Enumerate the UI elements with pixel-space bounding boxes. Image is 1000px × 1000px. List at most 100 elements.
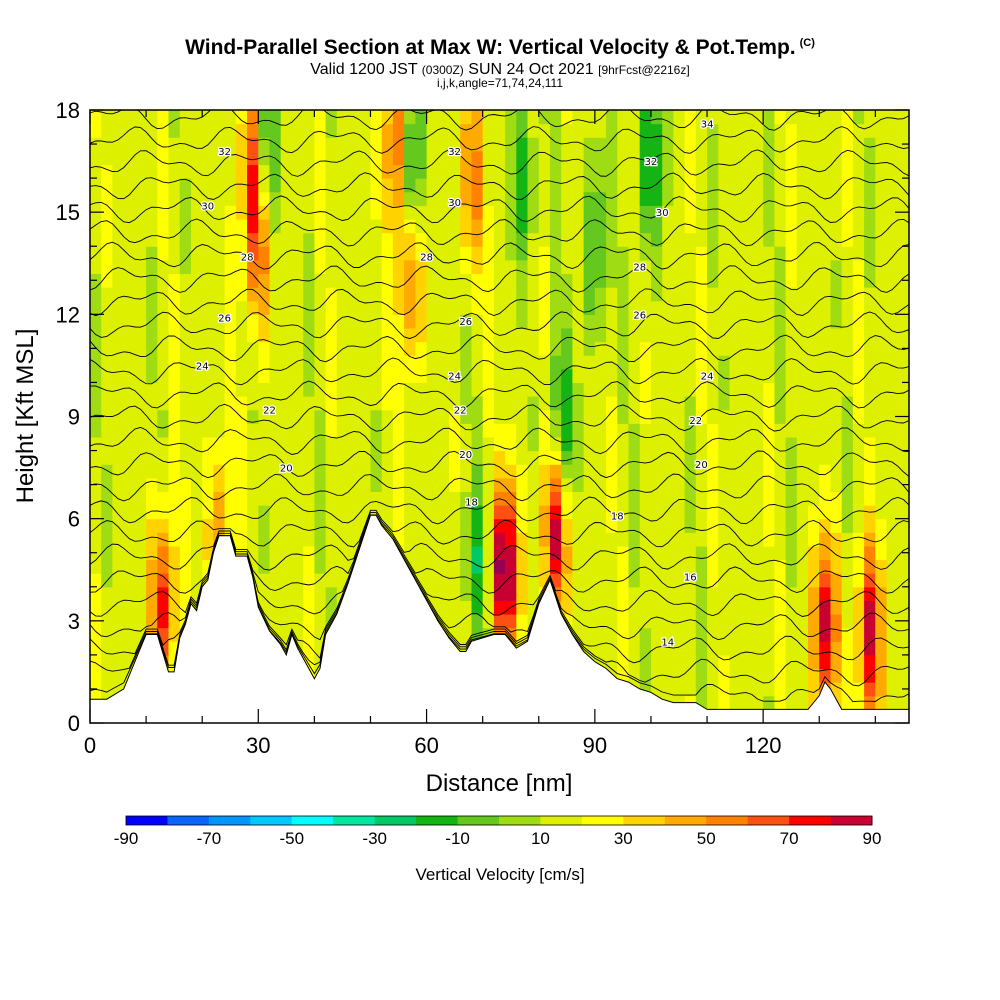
velocity-cell (336, 137, 349, 152)
velocity-cell (785, 559, 798, 574)
velocity-cell (729, 382, 742, 397)
velocity-cell (482, 396, 495, 411)
velocity-cell (561, 573, 573, 588)
velocity-cell (796, 178, 809, 193)
velocity-cell (134, 137, 147, 152)
valid-time-line: Valid 1200 JST (0300Z) SUN 24 Oct 2021 [… (0, 61, 1000, 79)
velocity-cell (841, 137, 854, 152)
velocity-cell (471, 423, 484, 438)
velocity-cell (852, 300, 865, 315)
velocity-cell (561, 205, 573, 220)
velocity-cell (482, 150, 495, 166)
velocity-cell (527, 464, 540, 479)
velocity-cell (168, 491, 181, 506)
velocity-cell (258, 110, 271, 125)
velocity-cell (247, 545, 259, 561)
velocity-cell (348, 273, 360, 288)
velocity-cell (134, 382, 147, 397)
velocity-cell (550, 246, 562, 261)
velocity-cell (336, 505, 349, 520)
velocity-cell (392, 110, 405, 125)
velocity-cell (852, 545, 865, 561)
velocity-cell (763, 464, 775, 479)
velocity-cell (617, 178, 630, 193)
velocity-cell (460, 573, 472, 588)
velocity-cell (426, 328, 439, 343)
velocity-cell (808, 123, 820, 138)
velocity-cell (280, 627, 293, 642)
velocity-cell (516, 137, 529, 152)
velocity-cell (336, 178, 349, 193)
velocity-cell (695, 518, 708, 533)
theta-contour-label: 22 (454, 406, 467, 417)
velocity-cell (90, 246, 102, 261)
velocity-cell (606, 450, 618, 465)
velocity-cell (651, 545, 663, 561)
theta-contour-label: 30 (448, 198, 461, 209)
velocity-cell (146, 300, 158, 315)
velocity-cell (157, 137, 170, 152)
velocity-cell (303, 464, 315, 479)
velocity-cell (202, 505, 214, 520)
velocity-cell (426, 314, 439, 329)
velocity-cell (460, 491, 472, 506)
velocity-cell (213, 164, 226, 179)
velocity-cell (437, 396, 450, 411)
velocity-cell (505, 341, 517, 356)
velocity-cell (314, 164, 327, 179)
velocity-cell (179, 232, 192, 247)
velocity-cell (247, 436, 259, 452)
velocity-cell (808, 178, 820, 193)
velocity-cell (179, 491, 192, 506)
velocity-cell (213, 205, 226, 220)
velocity-cell (538, 573, 551, 588)
velocity-cell (258, 314, 271, 329)
velocity-cell (516, 110, 529, 125)
velocity-cell (617, 600, 630, 615)
velocity-cell (291, 573, 304, 588)
velocity-cell (90, 232, 102, 247)
velocity-cell (527, 150, 540, 166)
velocity-cell (763, 450, 775, 465)
velocity-cell (314, 573, 327, 588)
velocity-cell (819, 273, 831, 288)
velocity-cell (437, 355, 450, 370)
velocity-cell (224, 436, 237, 452)
velocity-cell (224, 505, 237, 520)
velocity-cell (729, 341, 742, 356)
y-tick-label: 12 (56, 302, 80, 327)
velocity-cell (112, 178, 125, 193)
velocity-cell (314, 627, 327, 642)
velocity-cell (628, 232, 641, 247)
velocity-cell (819, 477, 831, 492)
velocity-cell (471, 573, 484, 588)
velocity-cell (819, 150, 831, 166)
velocity-cell (864, 341, 876, 356)
velocity-cell (179, 505, 192, 520)
velocity-cell (404, 300, 416, 315)
velocity-cell (628, 627, 641, 642)
velocity-cell (471, 368, 484, 383)
velocity-cell (112, 382, 125, 397)
velocity-cell (628, 654, 641, 670)
velocity-cell (460, 164, 472, 179)
colorbar-swatch (499, 816, 541, 825)
velocity-cell (673, 477, 686, 492)
velocity-cell (651, 164, 663, 179)
velocity-cell (628, 287, 641, 302)
velocity-cell (886, 368, 899, 383)
velocity-cell (561, 355, 573, 370)
velocity-cell (774, 573, 787, 588)
velocity-cell (841, 682, 854, 697)
velocity-cell (269, 450, 282, 465)
y-tick-label: 9 (68, 405, 80, 430)
velocity-cell (258, 382, 271, 397)
velocity-cell (594, 368, 607, 383)
velocity-cell (213, 436, 226, 452)
velocity-cell (101, 273, 113, 288)
velocity-cell (841, 436, 854, 452)
velocity-cell (875, 409, 888, 424)
velocity-cell (493, 259, 506, 274)
velocity-cell (493, 409, 506, 424)
velocity-cell (314, 450, 327, 465)
